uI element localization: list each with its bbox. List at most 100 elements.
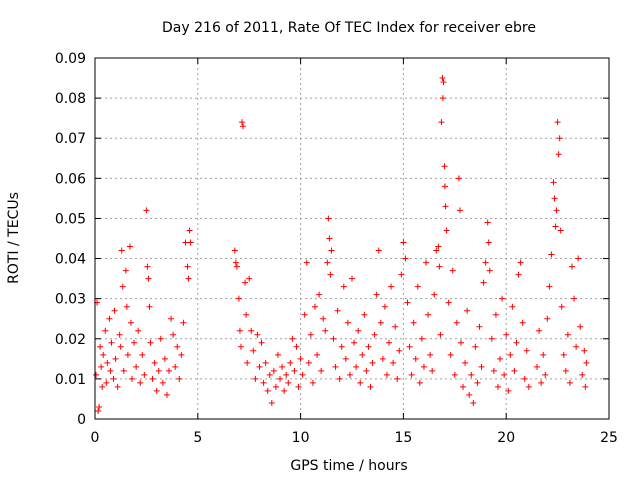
data-point xyxy=(281,387,288,394)
data-point xyxy=(346,371,353,378)
x-tick-label: 10 xyxy=(292,430,310,446)
data-point xyxy=(554,119,561,126)
data-point xyxy=(540,351,547,358)
data-point xyxy=(359,351,366,358)
data-point xyxy=(146,303,153,310)
data-point xyxy=(99,383,106,390)
data-point xyxy=(441,183,448,190)
data-point xyxy=(149,375,156,382)
data-point xyxy=(139,351,146,358)
data-point xyxy=(388,283,395,290)
data-point xyxy=(314,351,321,358)
data-point xyxy=(124,351,131,358)
data-point xyxy=(379,355,386,362)
data-point xyxy=(332,363,339,370)
data-point xyxy=(513,339,520,346)
data-point xyxy=(460,383,467,390)
y-tick-label: 0.09 xyxy=(55,51,86,67)
data-point xyxy=(396,347,403,354)
data-point xyxy=(178,351,185,358)
data-point xyxy=(468,371,475,378)
data-point xyxy=(414,283,421,290)
data-point xyxy=(291,367,298,374)
data-point xyxy=(410,319,417,326)
data-point xyxy=(349,275,355,282)
data-point xyxy=(307,331,314,338)
data-point xyxy=(406,343,413,350)
data-point xyxy=(297,355,304,362)
data-point xyxy=(581,347,588,354)
data-point xyxy=(303,259,310,266)
data-point xyxy=(402,255,409,262)
x-tick-label: 5 xyxy=(193,430,202,446)
data-point xyxy=(102,327,109,334)
y-tick-label: 0.04 xyxy=(55,252,86,268)
data-point xyxy=(552,223,559,230)
data-point xyxy=(490,367,497,374)
data-point xyxy=(542,371,549,378)
data-point xyxy=(118,247,125,254)
data-point xyxy=(336,375,343,382)
data-point xyxy=(326,235,333,242)
data-point xyxy=(144,263,151,270)
data-point xyxy=(141,371,148,378)
data-point xyxy=(445,299,452,306)
data-point xyxy=(550,179,557,186)
data-point xyxy=(322,327,329,334)
data-point xyxy=(330,335,337,342)
data-point xyxy=(575,255,582,262)
data-point xyxy=(583,359,590,366)
data-point xyxy=(340,283,347,290)
x-tick-label: 20 xyxy=(497,430,515,446)
data-point xyxy=(436,263,443,270)
x-axis-label: GPS time / hours xyxy=(290,458,407,474)
data-point xyxy=(133,363,140,370)
data-point xyxy=(279,363,286,370)
data-point xyxy=(412,355,419,362)
data-point xyxy=(447,351,454,358)
data-point xyxy=(338,343,345,350)
data-point xyxy=(243,311,250,318)
data-point xyxy=(143,207,150,214)
data-point xyxy=(334,307,341,314)
data-point xyxy=(235,295,242,302)
data-point xyxy=(556,135,563,142)
data-point xyxy=(353,363,360,370)
data-point xyxy=(582,383,589,390)
data-point xyxy=(250,347,257,354)
data-point xyxy=(120,367,127,374)
data-point xyxy=(418,335,425,342)
data-point xyxy=(163,391,170,398)
data-point xyxy=(159,379,166,386)
data-point xyxy=(551,195,558,202)
data-point xyxy=(242,279,249,286)
data-point xyxy=(277,375,284,382)
data-point xyxy=(566,379,573,386)
data-point xyxy=(187,239,194,246)
y-axis-label: ROTI / TECUs xyxy=(6,192,22,284)
data-point xyxy=(355,327,362,334)
data-point xyxy=(386,339,393,346)
data-point xyxy=(494,383,501,390)
y-tick-label: 0.03 xyxy=(55,292,86,308)
x-tick-label: 25 xyxy=(600,430,618,446)
data-point xyxy=(180,319,187,326)
data-point xyxy=(564,331,571,338)
data-point xyxy=(95,407,102,414)
data-point xyxy=(408,371,415,378)
data-point xyxy=(431,291,438,298)
data-point xyxy=(400,239,407,246)
data-point xyxy=(455,175,462,182)
data-point xyxy=(453,319,460,326)
data-point xyxy=(272,383,279,390)
data-point xyxy=(457,339,464,346)
data-point xyxy=(117,343,124,350)
data-point xyxy=(365,343,372,350)
data-point xyxy=(147,339,154,346)
data-point xyxy=(442,203,449,210)
data-point xyxy=(443,227,450,234)
data-point xyxy=(427,351,434,358)
data-point xyxy=(357,379,364,386)
data-point xyxy=(562,367,569,374)
data-point xyxy=(155,367,162,374)
